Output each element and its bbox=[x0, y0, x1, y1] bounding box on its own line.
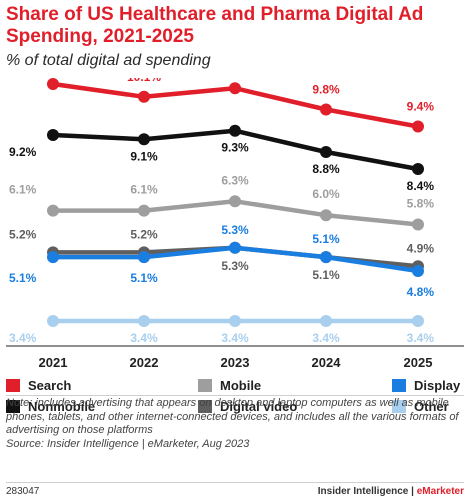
data-label-digital-video-2023: 5.3% bbox=[221, 259, 249, 273]
point-search-2025 bbox=[412, 120, 424, 133]
legend-label-other: Other bbox=[414, 399, 449, 414]
x-tick-2024: 2024 bbox=[312, 355, 342, 370]
data-label-search-2022: 10.1% bbox=[127, 78, 161, 84]
point-mobile-2025 bbox=[412, 218, 424, 231]
point-display-2023 bbox=[229, 241, 241, 254]
divider-bottom bbox=[6, 482, 464, 483]
point-other-2025 bbox=[412, 315, 424, 327]
data-label-mobile-2025: 5.8% bbox=[407, 197, 435, 211]
legend: Search Nonmobile Mobile Digital video Di… bbox=[0, 376, 470, 416]
divider-top bbox=[6, 395, 464, 396]
legend-swatch-search bbox=[6, 379, 20, 392]
legend-label-display: Display bbox=[414, 378, 461, 393]
legend-item-digital-video: Digital video bbox=[198, 399, 297, 414]
point-display-2022 bbox=[138, 251, 150, 264]
legend-swatch-mobile bbox=[198, 379, 212, 392]
point-nonmobile-2021 bbox=[47, 129, 59, 141]
data-label-other-2025: 3.4% bbox=[407, 331, 435, 345]
legend-label-mobile: Mobile bbox=[220, 378, 262, 393]
data-label-mobile-2021: 6.1% bbox=[9, 183, 37, 197]
data-label-other-2022: 3.4% bbox=[130, 331, 158, 345]
x-tick-2023: 2023 bbox=[221, 355, 250, 370]
data-label-other-2023: 3.4% bbox=[221, 331, 249, 345]
point-nonmobile-2024 bbox=[320, 146, 332, 158]
point-mobile-2021 bbox=[47, 204, 59, 217]
data-label-mobile-2022: 6.1% bbox=[130, 183, 158, 197]
data-label-display-2024: 5.1% bbox=[312, 232, 340, 246]
x-tick-2025: 2025 bbox=[404, 355, 433, 370]
data-label-display-2021: 5.1% bbox=[9, 271, 37, 285]
point-display-2025 bbox=[412, 265, 424, 277]
point-nonmobile-2022 bbox=[138, 133, 150, 146]
data-label-digital-video-2025: 4.9% bbox=[407, 241, 435, 255]
data-label-display-2022: 5.1% bbox=[130, 271, 158, 285]
legend-swatch-digital-video bbox=[198, 400, 212, 413]
data-label-mobile-2024: 6.0% bbox=[312, 187, 340, 201]
data-label-nonmobile-2023: 9.3% bbox=[221, 141, 249, 155]
data-label-nonmobile-2022: 9.1% bbox=[130, 149, 158, 163]
brand-separator: | bbox=[408, 486, 417, 497]
point-search-2021 bbox=[47, 78, 59, 90]
point-search-2024 bbox=[320, 103, 332, 116]
data-label-nonmobile-2025: 8.4% bbox=[407, 179, 435, 193]
point-display-2021 bbox=[47, 251, 59, 264]
data-label-other-2021: 3.4% bbox=[9, 331, 37, 345]
line-chart: 10.4%10.1%10.3%9.8%9.4%9.2%9.1%9.3%8.8%8… bbox=[6, 78, 464, 370]
data-label-mobile-2023: 6.3% bbox=[221, 173, 249, 187]
point-search-2022 bbox=[138, 90, 150, 103]
x-tick-2021: 2021 bbox=[39, 355, 68, 370]
data-label-nonmobile-2024: 8.8% bbox=[312, 162, 340, 176]
data-label-digital-video-2024: 5.1% bbox=[312, 268, 340, 282]
point-nonmobile-2025 bbox=[412, 163, 424, 175]
point-other-2021 bbox=[47, 315, 59, 327]
point-display-2024 bbox=[320, 251, 332, 264]
legend-item-other: Other bbox=[392, 399, 449, 414]
legend-label-nonmobile: Nonmobile bbox=[28, 399, 96, 414]
point-mobile-2023 bbox=[229, 195, 241, 208]
chart-id: 283047 bbox=[6, 486, 40, 497]
x-tick-2022: 2022 bbox=[130, 355, 159, 370]
chart-subtitle: % of total digital ad spending bbox=[6, 52, 211, 69]
legend-label-search: Search bbox=[28, 378, 72, 393]
data-label-display-2023: 5.3% bbox=[221, 223, 249, 237]
data-label-other-2024: 3.4% bbox=[312, 331, 340, 345]
point-mobile-2022 bbox=[138, 204, 150, 217]
data-label-search-2024: 9.8% bbox=[312, 83, 340, 97]
data-label-digital-video-2022: 5.2% bbox=[130, 227, 158, 241]
legend-item-search: Search bbox=[6, 378, 71, 393]
legend-item-nonmobile: Nonmobile bbox=[6, 399, 95, 414]
point-other-2023 bbox=[229, 315, 241, 327]
brand-insider: Insider Intelligence bbox=[317, 486, 409, 497]
legend-swatch-display bbox=[392, 379, 406, 392]
footer-brand: Insider Intelligence | eMarketer bbox=[318, 486, 464, 497]
data-label-search-2025: 9.4% bbox=[407, 100, 435, 114]
legend-item-mobile: Mobile bbox=[198, 378, 261, 393]
legend-swatch-other bbox=[392, 400, 406, 413]
chart-title: Share of US Healthcare and Pharma Digita… bbox=[6, 4, 424, 47]
data-label-nonmobile-2021: 9.2% bbox=[9, 145, 37, 159]
legend-item-display: Display bbox=[392, 378, 460, 393]
chart-note: Note: includes advertising that appears … bbox=[6, 397, 459, 436]
data-label-digital-video-2021: 5.2% bbox=[9, 227, 37, 241]
brand-emarketer: eMarketer bbox=[416, 486, 464, 497]
point-mobile-2024 bbox=[320, 209, 332, 222]
point-other-2024 bbox=[320, 315, 332, 327]
legend-swatch-nonmobile bbox=[6, 400, 20, 413]
legend-label-digital-video: Digital video bbox=[220, 399, 298, 414]
point-other-2022 bbox=[138, 315, 150, 327]
point-search-2023 bbox=[229, 82, 241, 95]
point-nonmobile-2023 bbox=[229, 124, 241, 137]
data-label-display-2025: 4.8% bbox=[407, 285, 435, 299]
chart-source: Source: Insider Intelligence | eMarketer… bbox=[6, 438, 250, 450]
